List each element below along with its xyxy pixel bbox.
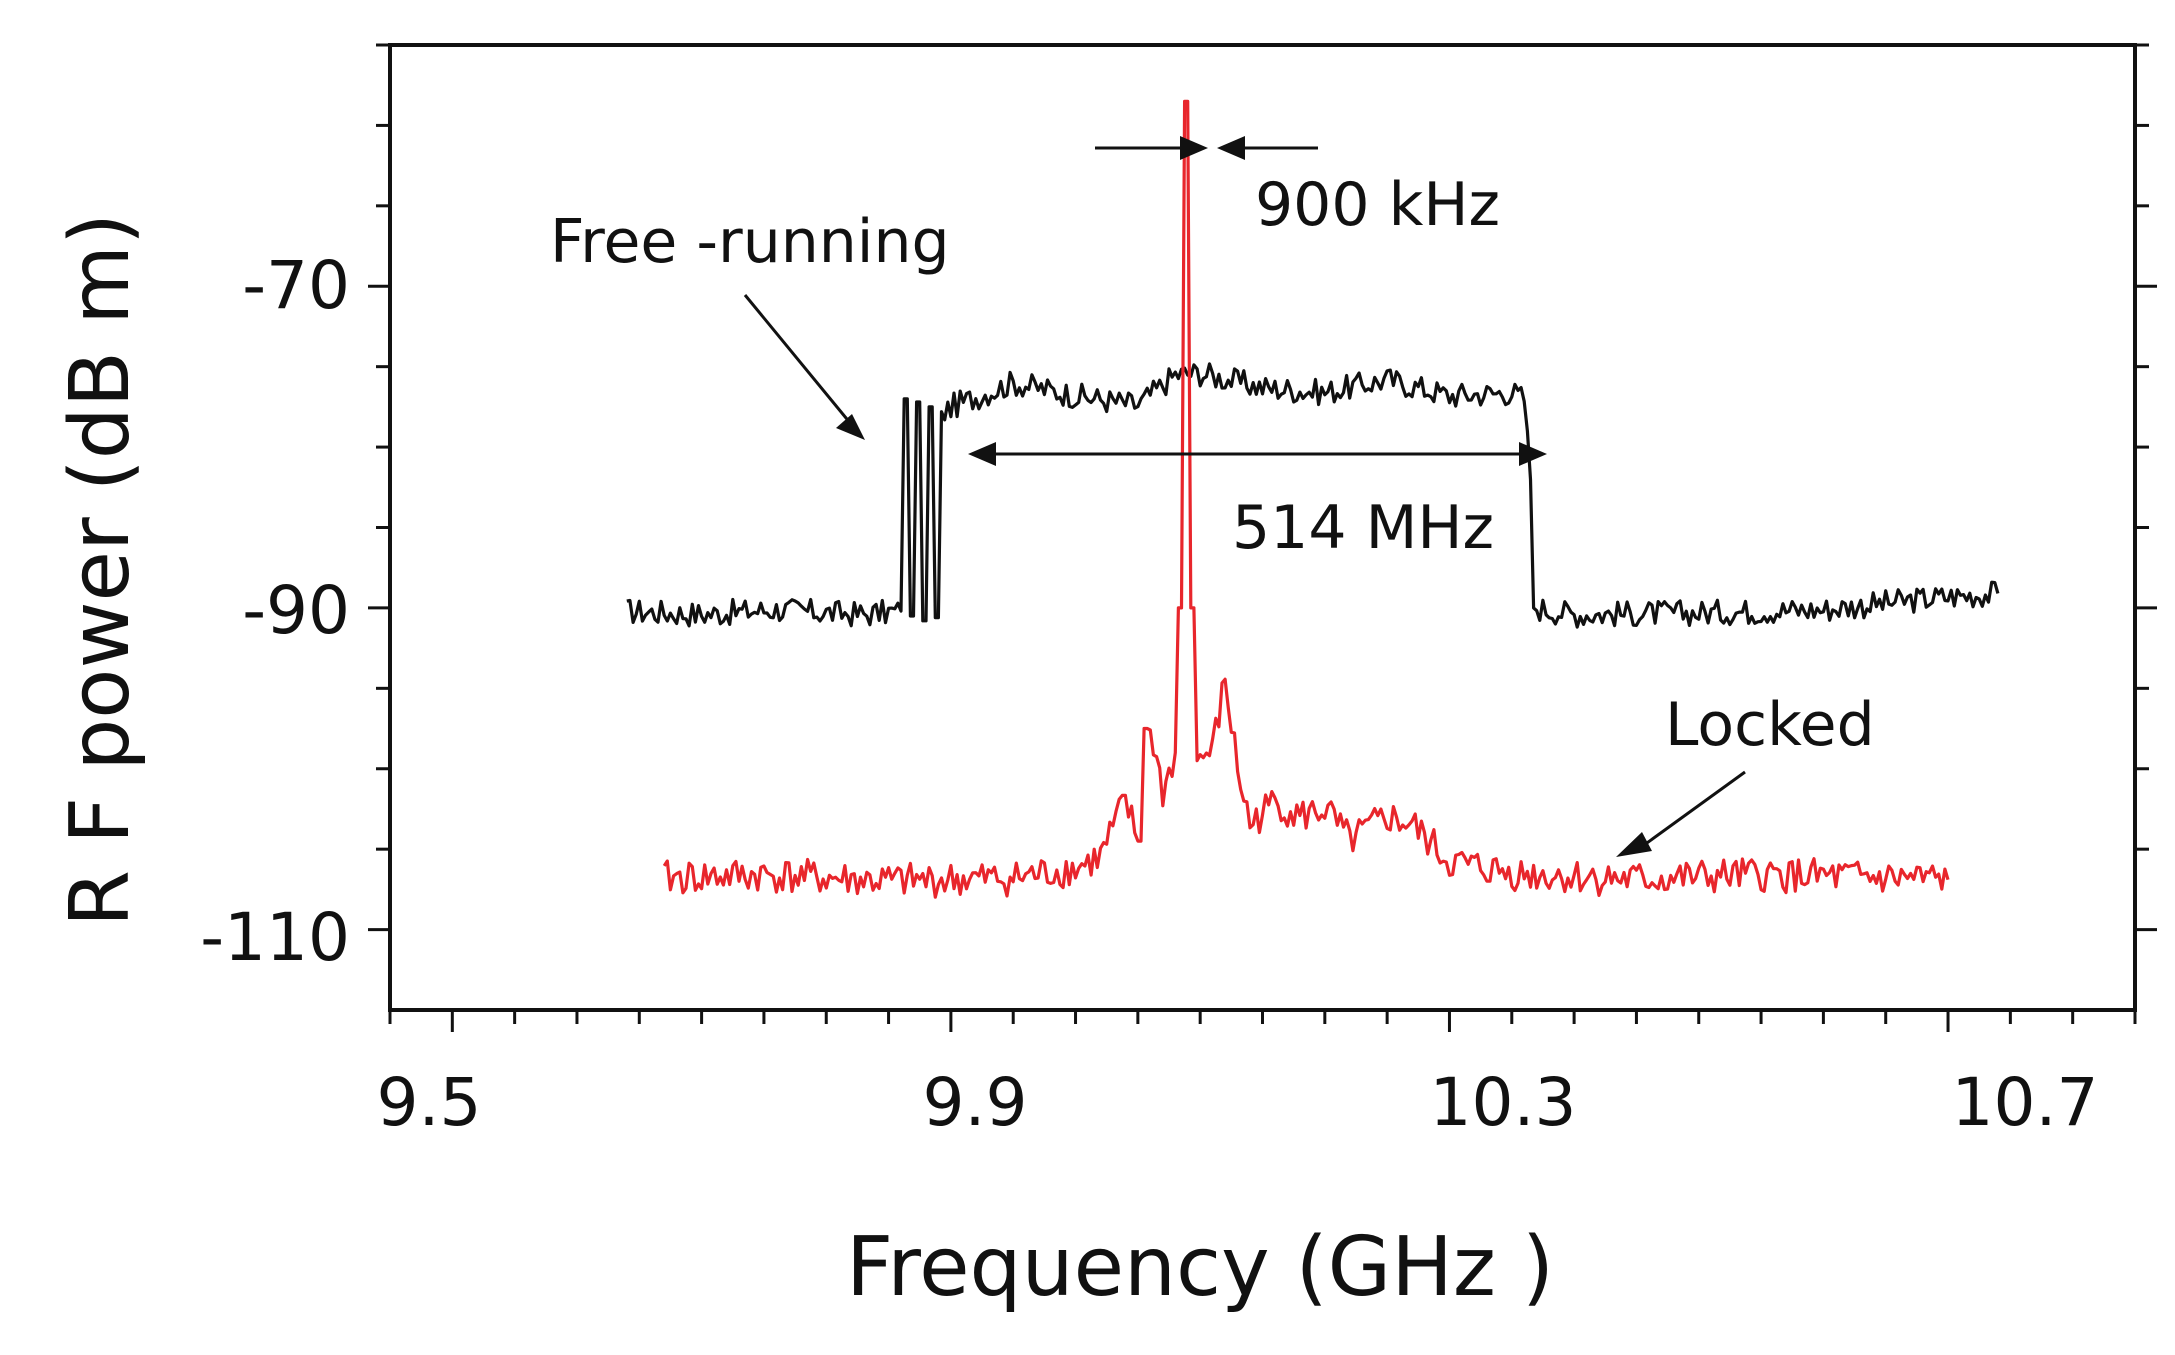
arrowhead-514mhz-right: [1519, 442, 1547, 466]
annotation-514mhz: 514 MHz: [1232, 493, 1494, 563]
x-tick-label: 10.7: [1952, 1064, 2099, 1141]
axis-ticks: [368, 43, 2157, 1032]
x-tick-label: 9.9: [923, 1064, 1028, 1141]
arrowhead-514mhz-left: [968, 442, 996, 466]
y-tick-label: -90: [242, 572, 350, 649]
annotation-locked: Locked: [1665, 690, 1875, 760]
arrowhead-free-running: [836, 414, 865, 440]
arrowhead-900khz-right: [1217, 136, 1245, 160]
y-tick-label: -110: [200, 899, 350, 976]
arrowhead-locked: [1616, 832, 1652, 857]
series-line-free-running: [626, 362, 2000, 629]
x-axis-title: Frequency (GHz ): [846, 1220, 1554, 1315]
annotation-900khz: 900 kHz: [1255, 170, 1500, 240]
x-tick-label: 9.5: [377, 1064, 482, 1141]
x-tick-label: 10.3: [1430, 1064, 1577, 1141]
arrowhead-900khz-left: [1180, 136, 1208, 160]
arrow-free-running: [743, 294, 862, 436]
y-tick-label: -70: [242, 247, 350, 324]
series-line-locked: [662, 99, 1950, 899]
y-axis-title: R F power (dB m): [53, 213, 148, 927]
arrow-locked: [1639, 770, 1746, 850]
annotation-free-running: Free -running: [550, 207, 950, 277]
